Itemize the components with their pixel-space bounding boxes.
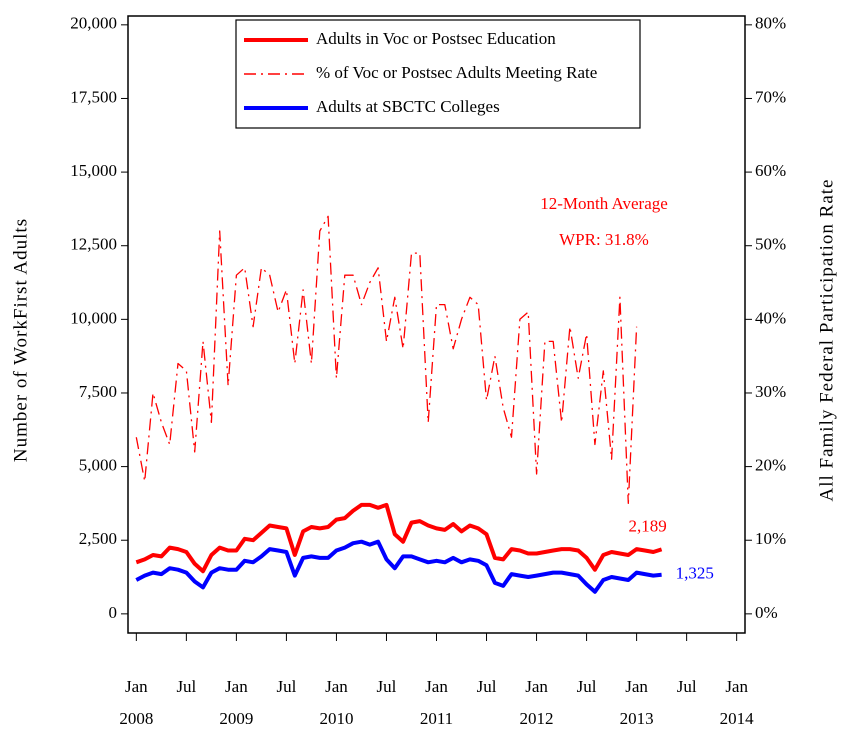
y2-tick-label: 70% [755,87,786,106]
series-line [135,539,662,594]
y-tick-label: 20,000 [70,14,117,33]
x-tick-label: Jan [225,677,248,696]
x-tick-label: Jul [577,677,597,696]
y-tick-label: 10,000 [70,308,117,327]
legend-label: Adults at SBCTC Colleges [316,97,500,116]
y2-tick-label: 10% [755,529,786,548]
x-tick-label: Jan [125,677,148,696]
x-tick-label: Jul [176,677,196,696]
y-tick-label: 0 [109,603,118,622]
y2-tick-label: 80% [755,14,786,33]
y-tick-label: 15,000 [70,161,117,180]
x-year-label: 2010 [319,709,353,728]
legend-label: Adults in Voc or Postsec Education [316,29,556,48]
annotation: WPR: 31.8% [559,230,649,249]
series-line [135,502,663,574]
data-label: 1,325 [676,564,714,583]
y2-tick-label: 60% [755,161,786,180]
y-tick-label: 7,500 [79,382,117,401]
series-line [135,215,638,505]
x-tick-label: Jan [325,677,348,696]
y2-tick-label: 50% [755,235,786,254]
x-tick-label: Jul [477,677,497,696]
x-tick-label: Jan [625,677,648,696]
y-tick-label: 12,500 [70,235,117,254]
data-label: 2,189 [628,516,666,535]
x-year-label: 2014 [720,709,755,728]
x-year-label: 2011 [420,709,453,728]
legend-label: % of Voc or Postsec Adults Meeting Rate [316,63,597,82]
x-year-label: 2009 [219,709,253,728]
x-year-label: 2013 [620,709,654,728]
x-tick-label: Jul [377,677,397,696]
x-year-label: 2008 [119,709,153,728]
y2-tick-label: 30% [755,382,786,401]
x-tick-label: Jan [425,677,448,696]
annotation: 12-Month Average [540,194,668,213]
y2-tick-label: 40% [755,308,786,327]
x-tick-label: Jul [276,677,296,696]
y2-axis-label: All Family Federal Participation Rate [816,179,837,502]
x-tick-label: Jan [525,677,548,696]
y2-tick-label: 20% [755,456,786,475]
y2-tick-label: 0% [755,603,778,622]
y-tick-label: 17,500 [70,87,117,106]
x-tick-label: Jan [725,677,748,696]
y-tick-label: 2,500 [79,529,117,548]
x-year-label: 2012 [520,709,554,728]
y-tick-label: 5,000 [79,456,117,475]
x-tick-label: Jul [677,677,697,696]
y-axis-label: Number of WorkFirst Adults [10,218,31,462]
